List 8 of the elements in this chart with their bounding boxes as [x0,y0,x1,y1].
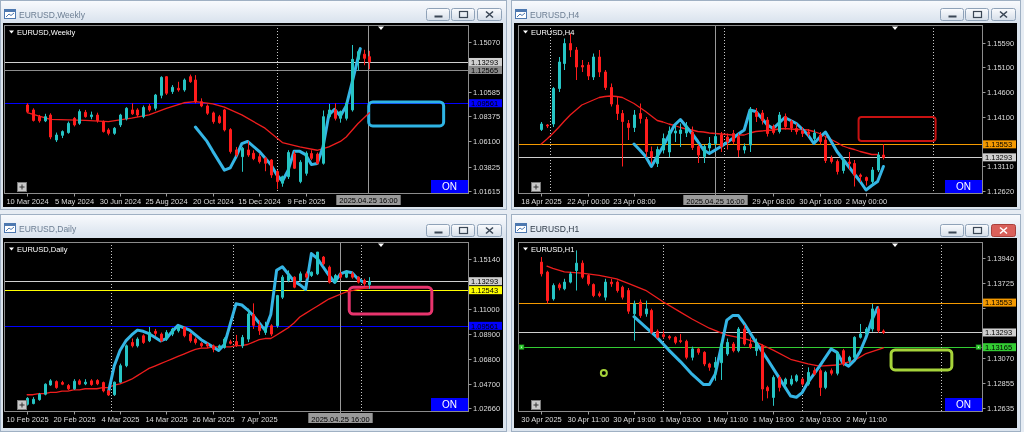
chart-title: EURUSD,Weekly [19,10,86,20]
text: ON [956,181,971,192]
chart-title: EURUSD,H4 [530,10,580,20]
chart-title: EURUSD,H1 [530,224,580,234]
chart-title: EURUSD,Daily [19,224,77,234]
annotation: ON [956,399,971,410]
text: ON [442,399,457,410]
annotation: ON [442,181,457,192]
